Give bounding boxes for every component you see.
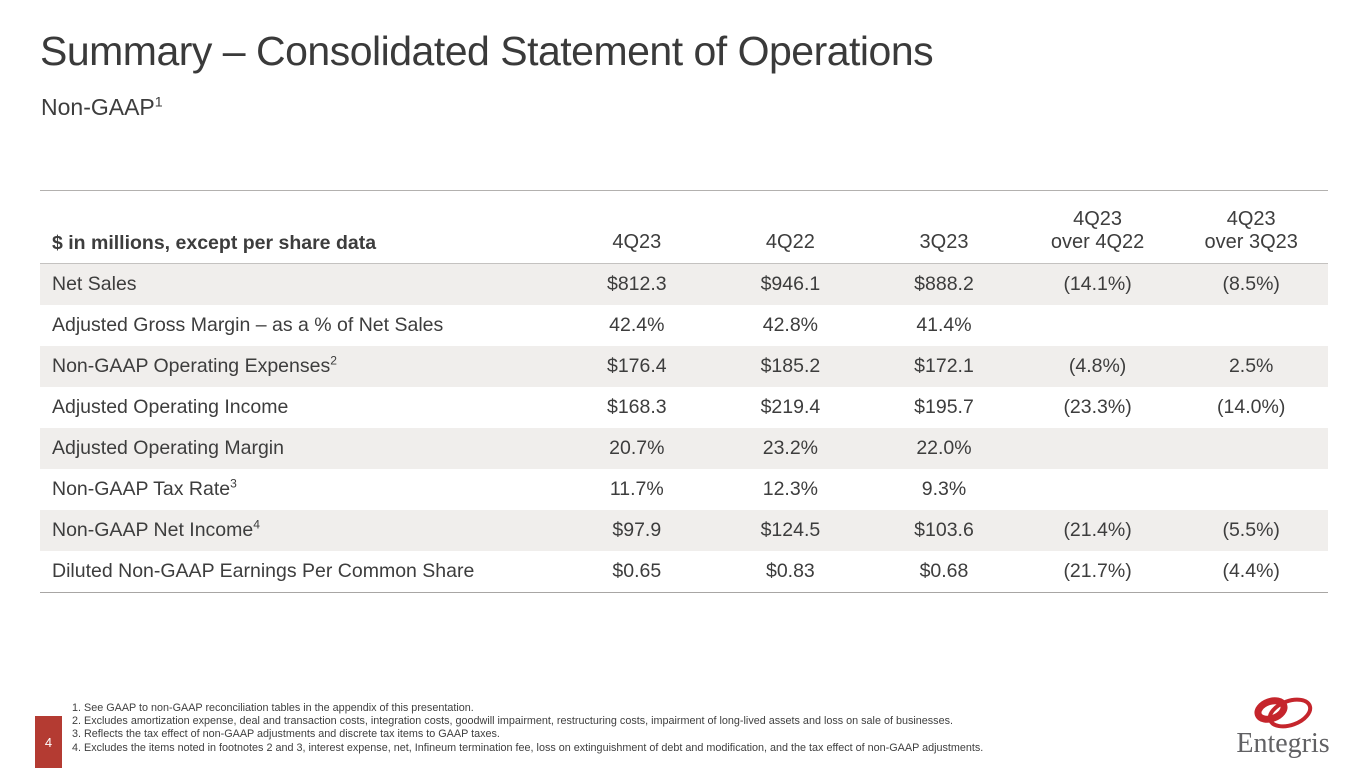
row-value	[1174, 469, 1328, 510]
column-header: 4Q22	[713, 190, 868, 264]
row-value: $0.68	[919, 560, 969, 582]
row-label: Adjusted Operating Income	[52, 396, 289, 418]
row-value: 42.4%	[609, 314, 665, 336]
row-value: (4.8%)	[1068, 355, 1127, 377]
column-header: 4Q23	[560, 190, 714, 264]
footnote: 4. Excludes the items noted in footnotes…	[72, 741, 984, 754]
row-value: $812.3	[606, 273, 667, 295]
table-row: Diluted Non-GAAP Earnings Per Common Sha…	[40, 551, 1328, 593]
column-header: 4Q23 over 3Q23	[1174, 190, 1328, 264]
row-value: (21.4%)	[1063, 519, 1132, 541]
row-value: $219.4	[760, 396, 821, 418]
row-value: 41.4%	[916, 314, 972, 336]
footnotes: 1. See GAAP to non-GAAP reconciliation t…	[72, 702, 1132, 755]
row-label: Non-GAAP Tax Rate3	[52, 476, 237, 500]
row-value: (23.3%)	[1063, 396, 1132, 418]
row-value	[1174, 428, 1328, 469]
row-value: 2.5%	[1228, 355, 1274, 377]
table-row: Adjusted Operating Income $168.3 $219.4 $19…	[40, 387, 1328, 428]
row-value: 23.2%	[762, 437, 819, 459]
row-value: (14.1%)	[1063, 273, 1132, 295]
row-value	[1021, 428, 1175, 469]
row-label: Adjusted Gross Margin – as a % of Net Sa…	[52, 314, 444, 336]
row-value	[1021, 469, 1175, 510]
table-row: Net Sales $812.3 $946.1 $888.2 (14.1%) (8.5%)	[40, 263, 1328, 305]
table-row: Non-GAAP Operating Expenses2 $176.4 $185.2…	[40, 346, 1328, 387]
page-number-badge: 4	[35, 716, 62, 768]
slide-subtitle: Non-GAAP1	[41, 94, 163, 121]
table-header-row: $ in millions, except per share data 4Q2…	[40, 190, 1328, 264]
row-value: 12.3%	[762, 478, 819, 500]
row-value: (14.0%)	[1217, 396, 1286, 418]
page-title: Summary – Consolidated Statement of Oper…	[40, 28, 934, 74]
row-value: 9.3%	[921, 478, 967, 500]
row-label: Non-GAAP Net Income4	[52, 517, 260, 541]
financial-summary-table: $ in millions, except per share data 4Q2…	[40, 190, 1328, 593]
row-value: 11.7%	[609, 478, 664, 500]
row-value: $0.65	[612, 560, 662, 582]
column-header: 4Q23 over 4Q22	[1020, 190, 1175, 264]
row-value: (5.5%)	[1222, 519, 1280, 541]
row-value: $195.7	[914, 396, 974, 418]
row-label: Adjusted Operating Margin	[52, 437, 284, 459]
row-value: 22.0%	[916, 437, 972, 459]
row-value: $97.9	[612, 519, 662, 541]
row-value: (21.7%)	[1063, 560, 1132, 582]
row-value: $888.2	[914, 273, 974, 295]
row-label: Diluted Non-GAAP Earnings Per Common Sha…	[52, 560, 475, 582]
table-header-units-label: $ in millions, except per share data	[40, 190, 560, 264]
table-row: Non-GAAP Net Income4 $97.9 $124.5 $103.6 (21…	[40, 510, 1328, 551]
footnote: 2. Excludes amortization expense, deal a…	[72, 715, 953, 728]
footnote: 3. Reflects the tax effect of non-GAAP a…	[72, 728, 500, 741]
row-value: (4.4%)	[1222, 560, 1280, 582]
entegris-logo: Entegris	[1226, 694, 1340, 760]
table-row: Adjusted Operating Margin 20.7% 23.2% 22.0%	[40, 428, 1328, 469]
row-label: Net Sales	[52, 273, 137, 295]
row-value: (8.5%)	[1222, 273, 1280, 295]
table-row: Adjusted Gross Margin – as a % of Net Sa…	[40, 305, 1328, 346]
row-value: 20.7%	[609, 437, 665, 459]
row-value: 42.8%	[762, 314, 819, 336]
row-value	[1174, 305, 1328, 346]
row-value: $0.83	[765, 560, 815, 582]
entegris-rings-icon: Entegris	[1236, 697, 1330, 759]
row-value: $172.1	[914, 355, 974, 377]
row-value: $176.4	[606, 355, 667, 377]
row-value: $103.6	[914, 519, 974, 541]
table-row: Non-GAAP Tax Rate3 11.7% 12.3% 9.3%	[40, 469, 1328, 510]
row-value: $168.3	[606, 396, 667, 418]
subtitle-footnote-ref: 1	[154, 94, 163, 111]
row-value: $124.5	[760, 519, 821, 541]
row-value	[1021, 305, 1175, 346]
subtitle-text: Non-GAAP	[41, 94, 155, 120]
row-value: $185.2	[760, 355, 821, 377]
column-header: 3Q23	[867, 190, 1021, 264]
row-label: Non-GAAP Operating Expenses2	[52, 353, 337, 377]
footnote: 1. See GAAP to non-GAAP reconciliation t…	[72, 702, 474, 714]
table-body: Net Sales $812.3 $946.1 $888.2 (14.1%) (8.5%)…	[40, 263, 1328, 593]
row-value: $946.1	[760, 273, 821, 295]
entegris-wordmark: Entegris	[1236, 728, 1329, 759]
